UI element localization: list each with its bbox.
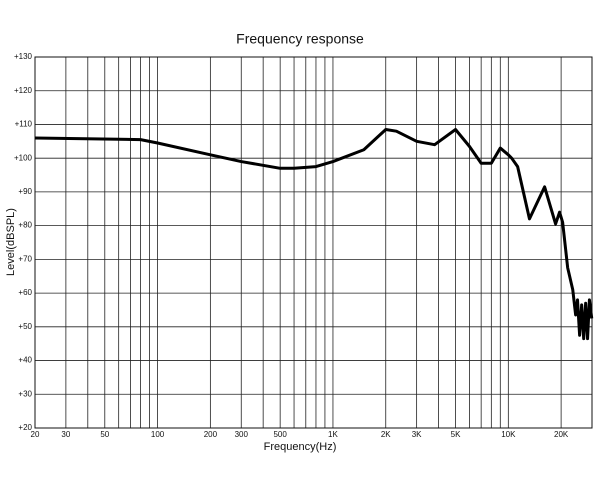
y-tick-label: +60: [18, 288, 32, 297]
response-line: [34, 128, 594, 341]
y-tick-label: +80: [18, 221, 32, 230]
x-tick-label: 200: [204, 430, 218, 439]
x-tick-label: 10K: [501, 430, 516, 439]
x-tick-label: 500: [273, 430, 287, 439]
chart-title: Frequency response: [236, 31, 364, 47]
y-axis-label: Level(dBSPL): [5, 208, 17, 276]
y-tick-label: +30: [18, 389, 32, 398]
x-tick-label: 1K: [328, 430, 338, 439]
x-tick-label: 5K: [451, 430, 461, 439]
x-tick-label: 50: [100, 430, 109, 439]
x-tick-label: 20K: [554, 430, 569, 439]
y-tick-label: +50: [18, 322, 32, 331]
y-tick-label: +90: [18, 187, 32, 196]
y-tick-label: +70: [18, 254, 32, 263]
y-tick-label: +110: [15, 120, 33, 129]
x-tick-label: 300: [235, 430, 249, 439]
x-tick-label: 30: [61, 430, 70, 439]
x-tick-label: 20: [31, 430, 40, 439]
x-tick-label: 3K: [412, 430, 422, 439]
y-tick-label: +20: [18, 423, 32, 432]
x-axis-label: Frequency(Hz): [264, 441, 337, 453]
y-tick-label: +100: [14, 153, 33, 162]
y-tick-label: +40: [18, 356, 32, 365]
x-tick-label: 2K: [381, 430, 391, 439]
plot-frame: [34, 56, 593, 429]
x-tick-label: 100: [151, 430, 165, 439]
y-tick-label: +120: [14, 86, 33, 95]
y-tick-label: +130: [14, 52, 33, 61]
